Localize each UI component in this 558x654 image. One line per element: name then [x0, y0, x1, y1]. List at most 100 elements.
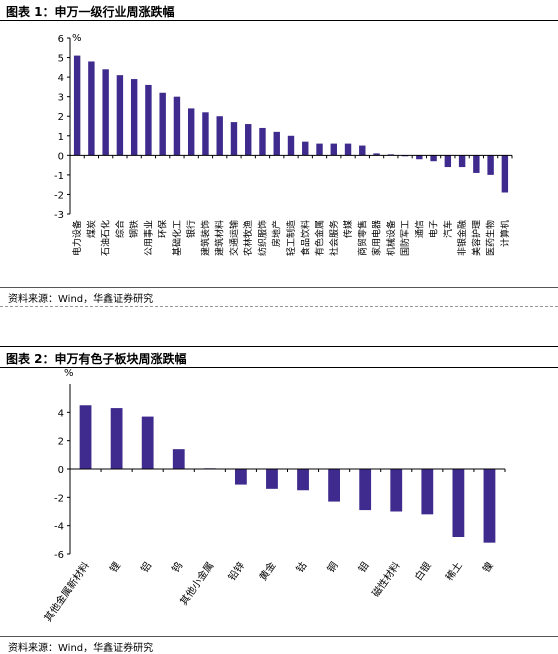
- x-category-label: 纺织服饰: [256, 220, 268, 256]
- bar-汽车: [444, 155, 452, 168]
- x-category-label: 稀土: [443, 559, 465, 583]
- bar-锂: [110, 408, 123, 469]
- y-tick-label: 0: [58, 465, 64, 476]
- x-category-label: 计算机: [499, 220, 511, 247]
- bar-银行: [187, 108, 195, 156]
- bar-白银: [421, 469, 434, 515]
- bar-其他金属新材料: [79, 405, 92, 469]
- bar-稀土: [452, 469, 465, 537]
- figure1-top-rule: [0, 20, 558, 21]
- y-tick-label: 3: [58, 93, 64, 104]
- bar-非银金融: [458, 155, 466, 168]
- x-category-label: 非银金融: [456, 220, 468, 256]
- x-category-label: 机械设备: [385, 220, 397, 256]
- x-category-label: 汽车: [442, 220, 454, 238]
- x-category-label: 食品饮料: [299, 220, 311, 256]
- y-unit-label: %: [72, 33, 82, 44]
- bar-美容护理: [473, 155, 480, 173]
- x-category-label: 有色金属: [314, 220, 326, 256]
- bar-石油石化: [102, 69, 109, 156]
- y-tick-label: -3: [54, 210, 64, 221]
- y-tick-label: -4: [54, 522, 64, 533]
- y-tick-label: 2: [58, 112, 64, 123]
- x-category-label: 电子: [428, 220, 440, 238]
- bar-铜: [328, 469, 341, 502]
- x-category-label: 磁性材料: [369, 559, 403, 599]
- x-category-label: 交通运输: [228, 220, 240, 256]
- x-category-label: 环保: [157, 220, 169, 238]
- x-category-label: 铝: [139, 560, 155, 575]
- y-tick-label: 4: [58, 408, 64, 419]
- figure1-source-rule: [0, 287, 558, 288]
- figure2-top-rule: [0, 367, 558, 368]
- bar-社会服务: [330, 143, 337, 156]
- bar-钼: [359, 469, 372, 511]
- x-category-label: 铅锌: [225, 559, 247, 583]
- x-category-label: 通信: [413, 220, 425, 238]
- bar-传媒: [344, 143, 352, 156]
- x-category-label: 轻工制造: [285, 220, 297, 256]
- y-tick-label: 1: [58, 132, 64, 143]
- bar-电力设备: [73, 55, 81, 156]
- x-category-label: 国防军工: [399, 220, 411, 256]
- x-category-label: 家用电器: [371, 220, 383, 256]
- x-category-label: 钴: [294, 560, 310, 575]
- x-category-label: 锂: [107, 560, 123, 575]
- figure1-chart: -3 -2 -1 0 1 2 3 4 5 6 % 电力设备 煤炭 石油石化 综合 钢铁 公用事业 环保 基础化工 银行…: [54, 33, 513, 256]
- bar-交通运输: [230, 122, 238, 156]
- bar-轻工制造: [287, 135, 295, 156]
- bar-商贸零售: [359, 145, 366, 156]
- bar-电子: [430, 155, 437, 162]
- y-unit-label: %: [64, 368, 74, 379]
- x-category-label: 商贸零售: [356, 220, 368, 256]
- x-category-label: 社会服务: [328, 220, 340, 256]
- x-category-label: 建筑材料: [214, 220, 226, 256]
- figure2-source-rule: [0, 636, 558, 637]
- bar-房地产: [273, 131, 280, 156]
- y-tick-label: 0: [58, 151, 64, 162]
- bar-钨: [172, 449, 185, 469]
- bar-农林牧渔: [245, 124, 252, 156]
- bar-通信: [416, 155, 423, 160]
- x-category-label: 铜: [325, 560, 341, 575]
- figure2-chart: -6-4-2024%其他金属新材料锂铝钨其他小金属 铅锌 黄金钴铜钼磁性材料 白银 稀土…: [41, 368, 506, 624]
- x-category-label: 美容护理: [470, 220, 482, 256]
- x-category-label: 白银: [412, 559, 434, 583]
- bar-纺织服饰: [259, 127, 266, 156]
- x-category-label: 基础化工: [171, 220, 183, 256]
- bar-镍: [483, 469, 496, 543]
- x-category-label: 其他金属新材料: [41, 559, 92, 624]
- bar-食品饮料: [302, 141, 309, 156]
- bar-铝: [141, 416, 154, 469]
- x-category-label: 黄金: [256, 559, 278, 583]
- figure2-title: 图表 2：申万有色子板块周涨跌幅: [6, 352, 187, 366]
- figure2-top-rule-outer: [0, 346, 558, 347]
- x-category-label: 房地产: [271, 220, 283, 247]
- x-category-label: 钼: [355, 559, 371, 575]
- figure1-title: 图表 1：申万一级行业周涨跌幅: [6, 5, 175, 19]
- x-category-label: 建筑装饰: [199, 220, 211, 256]
- x-category-label: 石油石化: [100, 220, 112, 256]
- x-category-label: 镍: [480, 559, 496, 575]
- figure1-source: 资料来源：Wind，华鑫证券研究: [8, 294, 154, 305]
- y-tick-label: -6: [54, 550, 64, 561]
- bar-医药生物: [487, 155, 494, 175]
- x-category-label: 银行: [185, 220, 197, 238]
- y-tick-label: -1: [54, 171, 64, 182]
- bar-综合: [116, 75, 124, 156]
- figure2-source: 资料来源：Wind，华鑫证券研究: [8, 643, 154, 654]
- x-category-label: 综合: [114, 220, 126, 238]
- x-category-label: 煤炭: [85, 220, 97, 238]
- bar-环保: [159, 92, 166, 156]
- bar-钢铁: [130, 79, 138, 156]
- y-tick-label: -2: [54, 190, 64, 201]
- y-tick-label: 6: [58, 34, 64, 45]
- x-category-label: 医药生物: [485, 220, 497, 256]
- bar-建筑装饰: [202, 112, 209, 156]
- y-tick-label: 4: [58, 73, 64, 84]
- x-category-label: 钨: [169, 559, 185, 575]
- x-category-label: 公用事业: [142, 220, 154, 256]
- bar-煤炭: [88, 61, 95, 156]
- bar-建筑材料: [216, 116, 223, 156]
- bar-公用事业: [145, 84, 152, 156]
